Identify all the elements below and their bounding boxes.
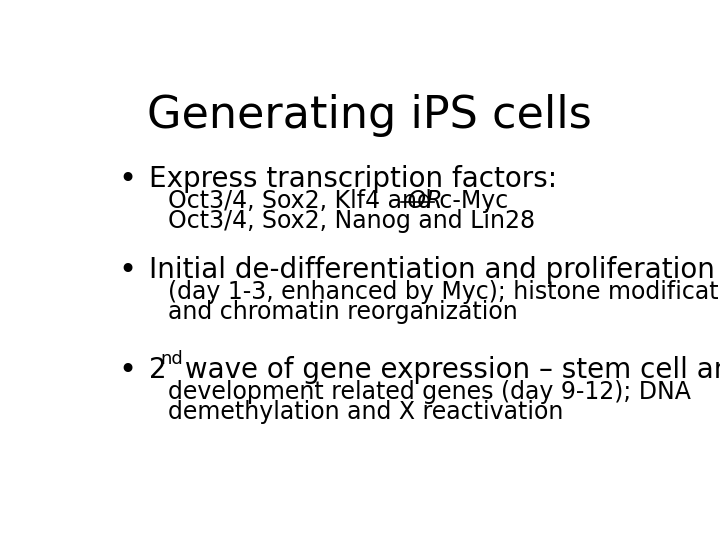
Text: Oct3/4, Sox2, Klf4 and c-Myc: Oct3/4, Sox2, Klf4 and c-Myc [168,188,508,213]
Text: 2: 2 [148,356,166,384]
Text: Express transcription factors:: Express transcription factors: [148,165,557,193]
Text: demethylation and X reactivation: demethylation and X reactivation [168,400,564,424]
Text: development related genes (day 9-12); DNA: development related genes (day 9-12); DN… [168,380,691,404]
Text: wave of gene expression – stem cell and: wave of gene expression – stem cell and [176,356,720,384]
Text: Initial de-differentiation and proliferation: Initial de-differentiation and prolifera… [148,256,714,284]
Text: •: • [118,256,136,285]
Text: and chromatin reorganization: and chromatin reorganization [168,300,518,324]
Text: Oct3/4, Sox2, Nanog and Lin28: Oct3/4, Sox2, Nanog and Lin28 [168,208,535,233]
Text: (day 1-3, enhanced by Myc); histone modification: (day 1-3, enhanced by Myc); histone modi… [168,280,720,304]
Text: nd: nd [161,350,184,368]
Text: OR: OR [400,188,442,213]
Text: •: • [118,165,136,194]
Text: Generating iPS cells: Generating iPS cells [147,94,591,137]
Text: •: • [118,356,136,385]
